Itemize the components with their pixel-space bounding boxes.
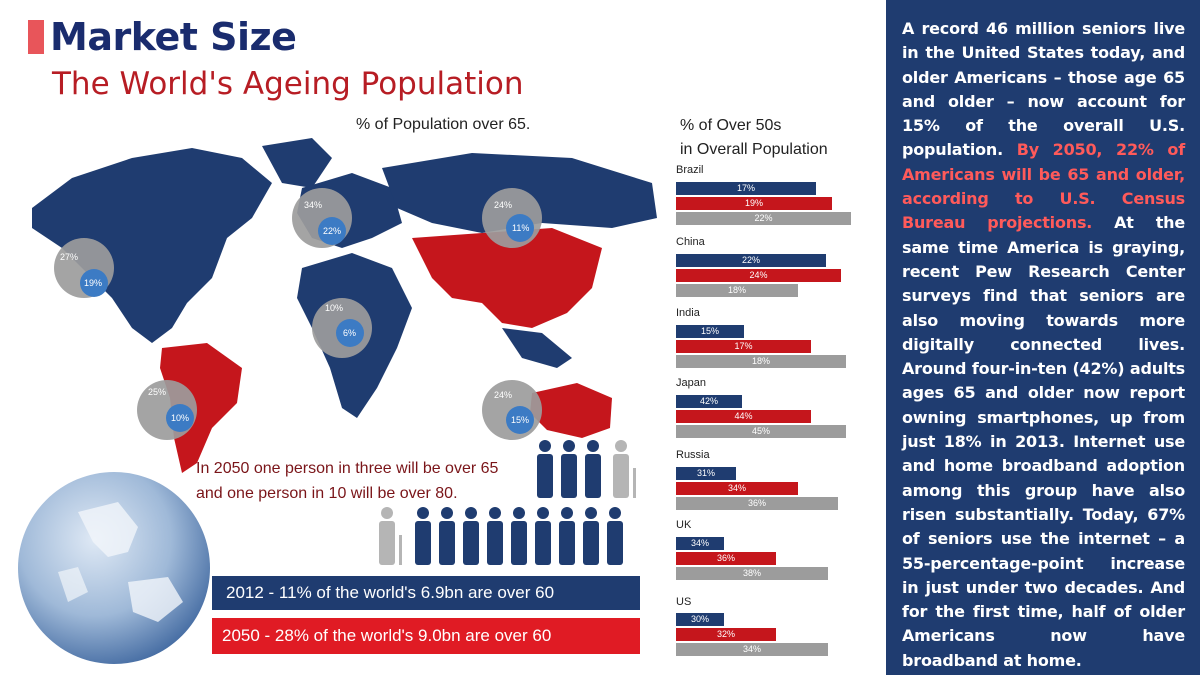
bubble-europe: 34% 22% bbox=[292, 188, 352, 248]
bar-china-3: 18% bbox=[676, 284, 798, 297]
infographic-title: The World's Ageing Population bbox=[52, 66, 524, 102]
map-north-america bbox=[32, 148, 272, 343]
country-label-uk: UK bbox=[676, 519, 692, 531]
bar-uk-1: 34% bbox=[676, 537, 724, 550]
bubble-inner-label: 22% bbox=[323, 226, 341, 236]
bar-us-2: 32% bbox=[676, 628, 776, 641]
stat-2012-banner: 2012 - 11% of the world's 6.9bn are over… bbox=[212, 576, 640, 610]
world-map: 27% 19% 34% 22% 24% 11% 10% 6% 25% 10% bbox=[32, 138, 657, 473]
bar-india-2: 17% bbox=[676, 340, 811, 353]
country-label-china: China bbox=[676, 236, 705, 248]
country-label-japan: Japan bbox=[676, 377, 706, 389]
bubble-inner-label: 11% bbox=[512, 223, 529, 233]
text-panel: A record 46 million seniors live in the … bbox=[886, 0, 1200, 675]
bar-russia-2: 34% bbox=[676, 482, 798, 495]
panel-text-highlight: By 2050, 22% of Americans will be 65 and… bbox=[902, 140, 1185, 233]
bubble-inner-label: 19% bbox=[84, 278, 102, 288]
bar-uk-2: 36% bbox=[676, 552, 776, 565]
bubble-south-america: 25% 10% bbox=[137, 380, 197, 440]
panel-text-paragraph-1: A record 46 million seniors live in the … bbox=[902, 19, 1185, 160]
country-label-india: India bbox=[676, 307, 700, 319]
bar-japan-3: 45% bbox=[676, 425, 846, 438]
panel-text-body: A record 46 million seniors live in the … bbox=[902, 17, 1185, 673]
bar-brazil-3: 22% bbox=[676, 212, 851, 225]
bar-japan-2: 44% bbox=[676, 410, 811, 423]
map-australia bbox=[530, 383, 612, 438]
bar-japan-1: 42% bbox=[676, 395, 742, 408]
panel-text-paragraph-2: At the same time America is graying, rec… bbox=[902, 213, 1186, 670]
bubble-russia: 24% 11% bbox=[482, 188, 542, 248]
bubble-inner-label: 6% bbox=[343, 328, 356, 338]
bar-india-3: 18% bbox=[676, 355, 846, 368]
bar-brazil-1: 17% bbox=[676, 182, 816, 195]
stat-2050-banner: 2050 - 28% of the world's 9.0bn are over… bbox=[212, 618, 640, 654]
bubble-outer-label: 34% bbox=[304, 200, 322, 210]
bubble-outer-label: 24% bbox=[494, 200, 512, 210]
bubble-inner-label: 15% bbox=[511, 415, 529, 425]
country-label-russia: Russia bbox=[676, 449, 710, 461]
bar-china-2: 24% bbox=[676, 269, 841, 282]
map-greenland bbox=[262, 138, 332, 188]
bar-russia-1: 31% bbox=[676, 467, 736, 480]
people-icons-top bbox=[537, 440, 636, 498]
country-label-brazil: Brazil bbox=[676, 164, 704, 176]
bubble-north-america: 27% 19% bbox=[54, 238, 114, 298]
map-south-america bbox=[160, 343, 242, 473]
slide-title: Market Size bbox=[28, 14, 297, 60]
bubble-outer-label: 27% bbox=[60, 252, 78, 262]
infographic-subtitle: % of Population over 65. bbox=[356, 116, 531, 133]
bubble-outer-label: 25% bbox=[148, 387, 166, 397]
people-icons-bottom bbox=[379, 507, 623, 565]
bubble-australia: 24% 15% bbox=[482, 380, 542, 440]
title-accent-bar bbox=[28, 20, 44, 54]
slide-title-text: Market Size bbox=[50, 15, 297, 59]
map-southeast-asia bbox=[502, 328, 572, 368]
bubble-africa: 10% 6% bbox=[312, 298, 372, 358]
bubble-inner-label: 10% bbox=[171, 413, 189, 423]
globe-landmass bbox=[58, 502, 183, 622]
globe-image bbox=[18, 472, 210, 664]
bar-us-3: 34% bbox=[676, 643, 828, 656]
bar-brazil-2: 19% bbox=[676, 197, 832, 210]
country-label-us: US bbox=[676, 596, 692, 608]
bubble-outer-label: 10% bbox=[325, 303, 343, 313]
bar-russia-3: 36% bbox=[676, 497, 838, 510]
map-asia bbox=[412, 228, 602, 328]
ageing-population-infographic: The World's Ageing Population % of Popul… bbox=[18, 66, 851, 664]
bar-chart-heading: % of Over 50s in Overall Population bbox=[680, 117, 828, 158]
infographic-caption: In 2050 one person in three will be over… bbox=[196, 460, 499, 502]
bubble-outer-label: 24% bbox=[494, 390, 512, 400]
bar-uk-3: 38% bbox=[676, 567, 828, 580]
bar-us-1: 30% bbox=[676, 613, 724, 626]
bar-china-1: 22% bbox=[676, 254, 826, 267]
bar-india-1: 15% bbox=[676, 325, 744, 338]
